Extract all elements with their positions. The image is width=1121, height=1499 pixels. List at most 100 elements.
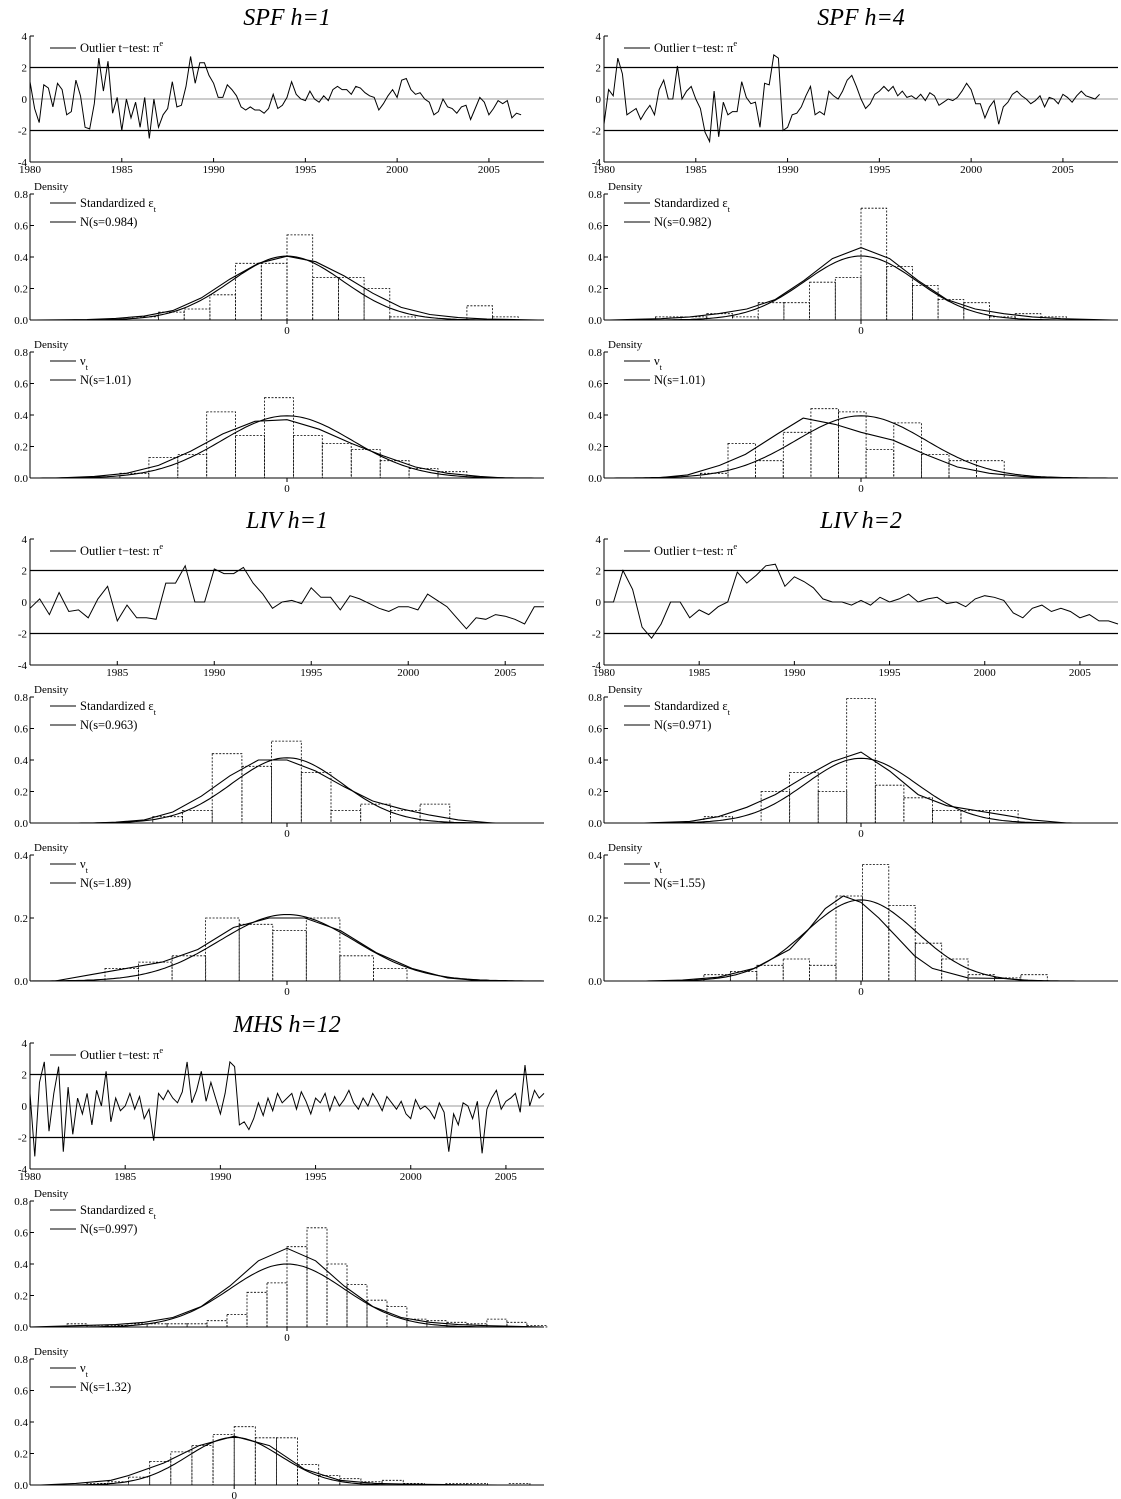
histogram-bar [300,772,332,824]
legend-label: νt [654,354,663,372]
histogram-bar [152,816,183,824]
histogram-bar [506,1321,528,1328]
nu-histogram-plot: 0.0 0.2 0.4 Density 0 νtN(s=1.89) [14,842,545,998]
y-tick-label: 0.2 [14,787,28,799]
std-epsilon-histogram-plot: 0.0 0.2 0.4 0.6 0.8 Density 0 Standardized εtN(… [14,684,544,840]
ttest-plot: -4 -2 0 2 4 1980 1985 1990 1995 2000 2005 Outlier t… [18,1038,545,1183]
y-tick-label: 0.4 [14,410,28,422]
histogram-bar [363,288,391,321]
y-tick-label: 0.2 [588,787,602,799]
density-curve [40,1435,499,1486]
nu-histogram-plot: 0.0 0.2 0.4 Density 0 νtN(s=1.55) [588,842,1118,998]
legend-label: N(s=0.984) [80,215,137,229]
ttest-plot: -4 -2 0 2 4 1985 1990 1995 2000 2005 Outlier t−tes… [18,534,544,679]
panel-title: SPF h=4 [817,5,905,31]
x-tick-label: 1985 [111,164,134,176]
histogram-bar [1040,316,1068,321]
histogram-bar [266,1282,288,1328]
normal-curve [604,899,1118,982]
histogram-bar [339,955,374,982]
y-tick-label: 0.4 [14,252,28,264]
histogram-bar [810,408,839,479]
histogram-bar [246,1291,268,1328]
histogram-bar [191,1445,214,1486]
y-tick-label: 0.4 [588,850,602,862]
histogram-bar [326,1263,348,1328]
x-tick-label: 2000 [397,667,420,679]
histogram-bar [254,1437,277,1486]
y-tick-label: -4 [592,660,602,672]
normal-curve [30,415,544,479]
y-tick-label: 0.8 [14,1354,28,1366]
y-axis-label: Density [34,1346,69,1358]
y-tick-label: 0.0 [14,818,28,830]
normal-curve [30,1263,544,1328]
histogram-bar [903,797,933,824]
x-tick-label: 2000 [386,164,409,176]
histogram-bar [206,411,236,479]
x-tick-label: 1980 [593,164,616,176]
y-tick-label: 2 [22,1070,28,1082]
nu-histogram-plot: 0.0 0.2 0.4 0.6 0.8 Density 0 νtN(s=1.01) [588,339,1118,495]
y-tick-label: 0.4 [14,1417,28,1429]
x-tick-label: 1995 [305,1171,328,1183]
histogram-bar [783,302,811,321]
histogram-bar [809,281,836,321]
legend-label: νt [80,857,89,875]
legend-label: N(s=0.971) [654,718,711,732]
histogram-bar [166,1323,188,1328]
histogram-bar [211,753,243,824]
legend-label: N(s=1.01) [654,373,705,387]
histogram-bar [275,1437,298,1486]
y-tick-label: 0.4 [588,410,602,422]
panel-title: SPF h=1 [243,5,331,31]
legend-label: N(s=0.982) [654,215,711,229]
y-tick-label: 0.6 [14,724,28,736]
x-tick-label: 0 [858,986,864,998]
y-tick-label: 0.2 [14,284,28,296]
ttest-series-line [603,54,1100,144]
y-tick-label: 0.8 [588,347,602,359]
nu-histogram-plot: 0.0 0.2 0.4 0.6 0.8 Density 0 νtN(s=1.32) [14,1346,544,1499]
histogram-bar [286,234,314,321]
histogram-bar [235,262,262,321]
histogram-bar [312,277,339,321]
histogram-bar [182,810,213,824]
panel-title: LIV h=1 [245,508,328,534]
x-tick-label: 1985 [685,164,708,176]
ttest-plot: -4 -2 0 2 4 1980 1985 1990 1995 2000 2005 Outlier t… [18,31,544,176]
histogram-bar [419,803,451,824]
x-tick-label: 0 [284,828,290,840]
y-tick-label: 0.2 [588,284,602,296]
histogram-bar [297,1464,320,1486]
x-tick-label: 1995 [868,164,891,176]
x-tick-label: 0 [284,483,290,495]
legend-label: N(s=0.997) [80,1222,137,1236]
y-tick-label: 2 [22,63,28,75]
y-tick-label: 0 [22,94,28,106]
y-axis-label: Density [34,842,69,854]
legend-label: Outlier t−test: πe [654,541,737,558]
y-axis-label: Density [34,181,69,193]
y-tick-label: 0.0 [588,976,602,988]
density-curve [29,1247,545,1328]
histogram-bar [932,810,962,824]
histogram-bar [862,864,890,982]
x-tick-label: 2005 [494,667,517,679]
normal-curve [30,757,544,824]
histogram-bar [321,442,352,479]
y-tick-label: 0.2 [588,442,602,454]
histogram-bar [212,1434,235,1486]
normal-curve [604,757,1118,824]
histogram-bar [874,784,905,824]
histogram-bar [292,435,323,479]
x-tick-label: 1985 [114,1171,137,1183]
y-tick-label: 0.8 [14,1196,28,1208]
x-tick-label: 2000 [974,667,997,679]
y-tick-label: 0.6 [588,379,602,391]
histogram-bar [186,1323,208,1328]
y-tick-label: 0.4 [588,252,602,264]
legend-label: Standardized εt [80,699,157,717]
legend-label: N(s=1.89) [80,876,131,890]
y-tick-label: -2 [18,1133,27,1145]
